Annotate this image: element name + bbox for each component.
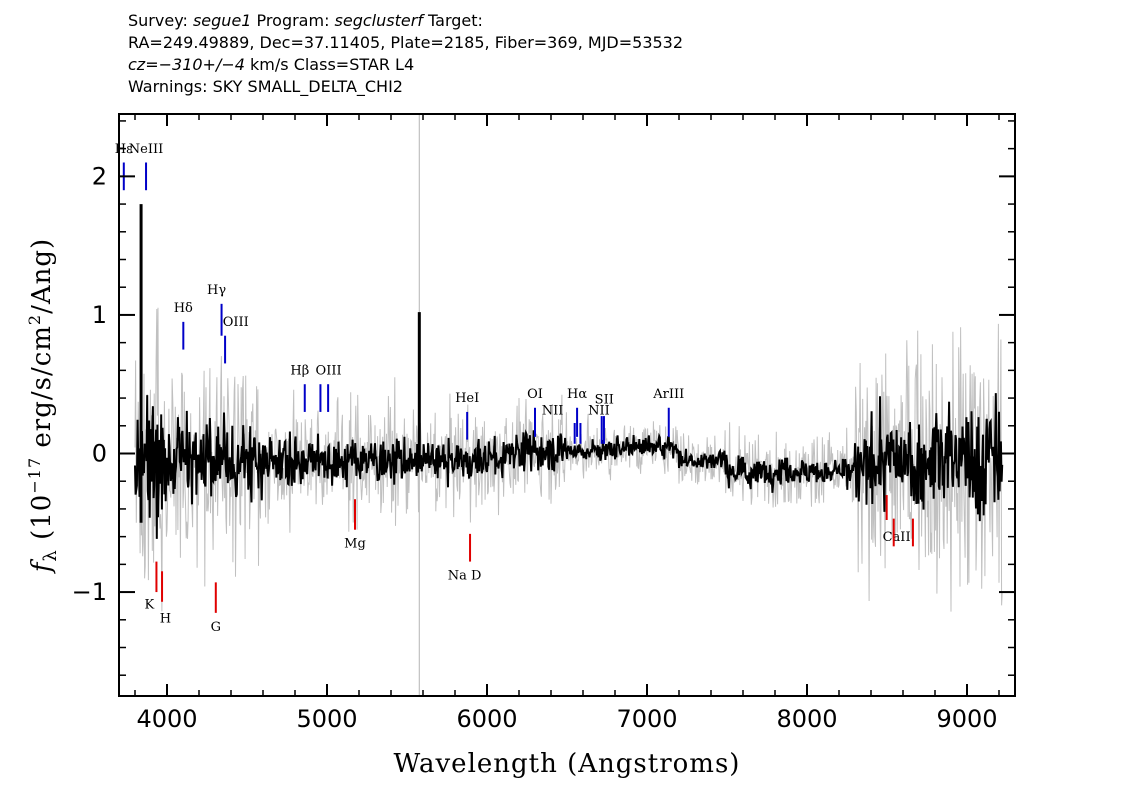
survey-name: segue1 — [192, 11, 252, 30]
y-tick-label: −1 — [72, 578, 107, 606]
survey-prefix: Survey: — [128, 11, 193, 30]
y-axis-subscript: λ — [40, 549, 61, 561]
absorption-line-label: K — [145, 598, 155, 613]
emission-line-label: Hγ — [207, 283, 226, 298]
y-tick-label: 0 — [92, 440, 107, 468]
axis-ticks: 4000 5000 6000 7000 8000 9000 −1 0 1 2 — [72, 114, 1015, 733]
y-axis-end: /Ang) — [27, 238, 57, 314]
absorption-line-label: H — [160, 612, 171, 627]
emission-line-label: ArIII — [652, 387, 684, 402]
target-label: Target: — [422, 11, 483, 30]
emission-line-label: Hδ — [174, 301, 193, 316]
program-prefix: Program: — [251, 11, 335, 30]
emission-line-label: NII — [542, 404, 564, 419]
spectrum-header: Survey: segue1 Program: segclusterf Targ… — [128, 10, 683, 98]
y-axis-title: fλ (10−17 erg/s/cm2/Ang) — [25, 238, 61, 574]
y-axis-units: erg/s/cm — [27, 325, 57, 457]
x-tick-label: 4000 — [136, 705, 197, 733]
emission-line-label: OIII — [223, 315, 249, 330]
y-tick-label: 2 — [92, 162, 107, 190]
y-tick-label: 1 — [92, 301, 107, 329]
warnings-line: Warnings: SKY SMALL_DELTA_CHI2 — [128, 77, 403, 96]
spectrum-layer — [134, 114, 1004, 696]
flux-spectrum — [134, 393, 1004, 539]
y-axis-exponent: −17 — [25, 457, 44, 494]
x-tick-label: 8000 — [776, 705, 837, 733]
y-axis-mid: (10 — [27, 494, 57, 550]
plot-frame — [118, 113, 1016, 697]
x-tick-label: 6000 — [456, 705, 517, 733]
emission-line-label: HeI — [455, 391, 479, 406]
absorption-line-label: Mg — [344, 537, 366, 552]
absorption-line-label: Na D — [448, 569, 482, 584]
emission-line-label: SII — [595, 393, 614, 408]
emission-line-label: Hα — [567, 387, 587, 402]
emission-line-label: OIII — [316, 364, 342, 379]
absorption-line-label: G — [211, 620, 221, 635]
y-axis-square: 2 — [25, 314, 44, 325]
x-tick-label: 9000 — [936, 705, 997, 733]
coordinates-line: RA=249.49889, Dec=37.11405, Plate=2185, … — [128, 33, 684, 52]
x-tick-label: 7000 — [616, 705, 677, 733]
emission-line-label: NII — [588, 404, 610, 419]
emission-line-label: Hβ — [290, 364, 309, 379]
redshift-value: cz=−310+/−4 — [128, 55, 245, 74]
program-name: segclusterf — [334, 11, 423, 30]
emission-line-label: NeIII — [129, 142, 163, 157]
x-tick-label: 5000 — [296, 705, 357, 733]
emission-line-label: OI — [527, 387, 543, 402]
y-axis-symbol: f — [27, 558, 57, 574]
class-label: km/s Class=STAR L4 — [244, 55, 415, 74]
x-axis-title: Wavelength (Angstroms) — [394, 749, 741, 779]
absorption-line-label: CaII — [883, 530, 911, 545]
